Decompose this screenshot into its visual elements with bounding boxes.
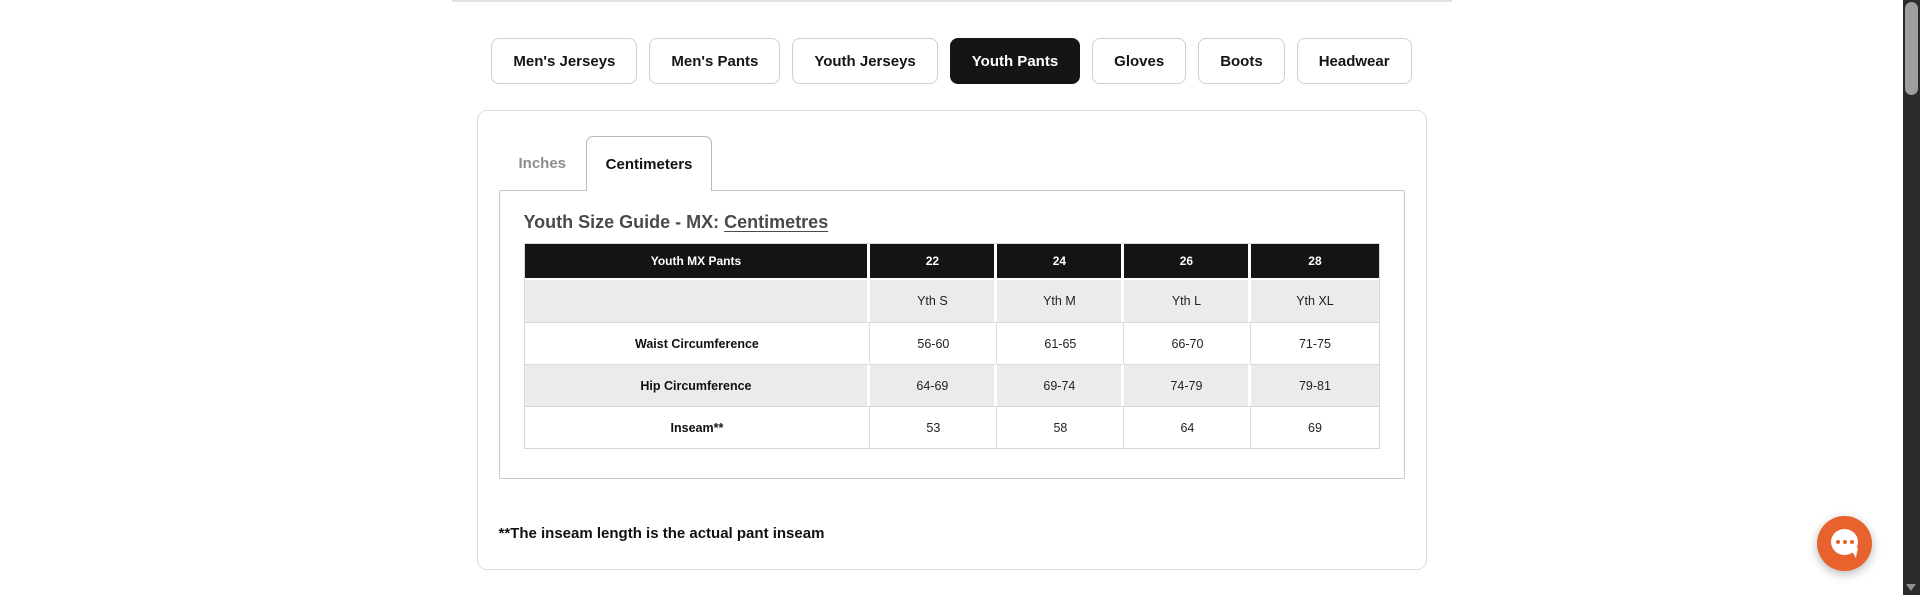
- table-cell: 56-60: [870, 322, 998, 364]
- unit-tabs: Inches Centimeters: [499, 135, 1405, 191]
- category-button-youth-pants[interactable]: Youth Pants: [949, 38, 1081, 84]
- table-cell: 74-79: [1124, 364, 1252, 406]
- size-table-header-cell: Youth MX Pants: [524, 244, 871, 280]
- tab-panel-centimeters: Youth Size Guide - MX: Centimetres Youth…: [498, 190, 1405, 479]
- tab-inches[interactable]: Inches: [518, 155, 567, 172]
- section-divider: [451, 0, 1452, 2]
- table-cell: Yth XL: [1251, 280, 1379, 322]
- chat-bubble-icon: [1831, 529, 1858, 555]
- size-table-header-row: Youth MX Pants 22 24 26 28: [524, 244, 1379, 280]
- category-button-boots[interactable]: Boots: [1198, 38, 1285, 84]
- table-cell: 58: [997, 406, 1125, 448]
- row-label-cell: Waist Circumference: [524, 322, 871, 364]
- chat-widget-button[interactable]: [1817, 516, 1872, 571]
- size-guide-title: Youth Size Guide - MX: Centimetres: [524, 212, 1380, 233]
- category-button-gloves[interactable]: Gloves: [1092, 38, 1187, 84]
- category-button-youth-jerseys[interactable]: Youth Jerseys: [792, 38, 938, 84]
- size-guide-card: Inches Centimeters Youth Size Guide - MX…: [476, 110, 1427, 570]
- row-label-cell: Hip Circumference: [524, 364, 871, 406]
- table-cell: 69: [1251, 406, 1379, 448]
- table-cell: 71-75: [1251, 322, 1379, 364]
- size-table-header-cell: 28: [1251, 244, 1379, 280]
- table-cell: 53: [870, 406, 998, 448]
- table-row-inseam: Inseam** 53 58 64 69: [524, 406, 1379, 448]
- table-cell: 79-81: [1251, 364, 1379, 406]
- table-row-waist: Waist Circumference 56-60 61-65 66-70 71…: [524, 322, 1379, 364]
- row-label-cell: [524, 280, 871, 322]
- row-label-cell: Inseam**: [524, 406, 871, 448]
- category-button-headwear[interactable]: Headwear: [1296, 38, 1412, 84]
- size-guide-title-unit-link[interactable]: Centimetres: [724, 212, 829, 232]
- page-scrollbar[interactable]: [1903, 0, 1920, 595]
- category-nav: Men's Jerseys Men's Pants Youth Jerseys …: [0, 38, 1903, 84]
- table-cell: 64: [1124, 406, 1252, 448]
- size-table-header-cell: 22: [870, 244, 998, 280]
- table-cell: 64-69: [870, 364, 998, 406]
- chat-dots: [1836, 540, 1854, 544]
- scrollbar-down-arrow-icon[interactable]: [1906, 584, 1916, 591]
- size-guide-title-prefix: Youth Size Guide - MX:: [523, 212, 725, 232]
- table-row-size-names: Yth S Yth M Yth L Yth XL: [524, 280, 1379, 322]
- table-row-hip: Hip Circumference 64-69 69-74 74-79 79-8…: [524, 364, 1379, 406]
- size-table-header-cell: 24: [997, 244, 1125, 280]
- scrollbar-thumb[interactable]: [1905, 2, 1918, 95]
- table-cell: Yth L: [1124, 280, 1252, 322]
- category-button-mens-jerseys[interactable]: Men's Jerseys: [491, 38, 638, 84]
- category-button-mens-pants[interactable]: Men's Pants: [649, 38, 781, 84]
- size-table-header-cell: 26: [1124, 244, 1252, 280]
- size-table: Youth MX Pants 22 24 26 28 Yth S Yth M: [523, 243, 1380, 449]
- table-cell: 61-65: [997, 322, 1125, 364]
- table-cell: 69-74: [997, 364, 1125, 406]
- table-cell: Yth M: [997, 280, 1125, 322]
- inseam-footnote: **The inseam length is the actual pant i…: [498, 525, 825, 542]
- table-cell: Yth S: [870, 280, 998, 322]
- table-cell: 66-70: [1124, 322, 1252, 364]
- tab-centimeters[interactable]: Centimeters: [586, 136, 713, 191]
